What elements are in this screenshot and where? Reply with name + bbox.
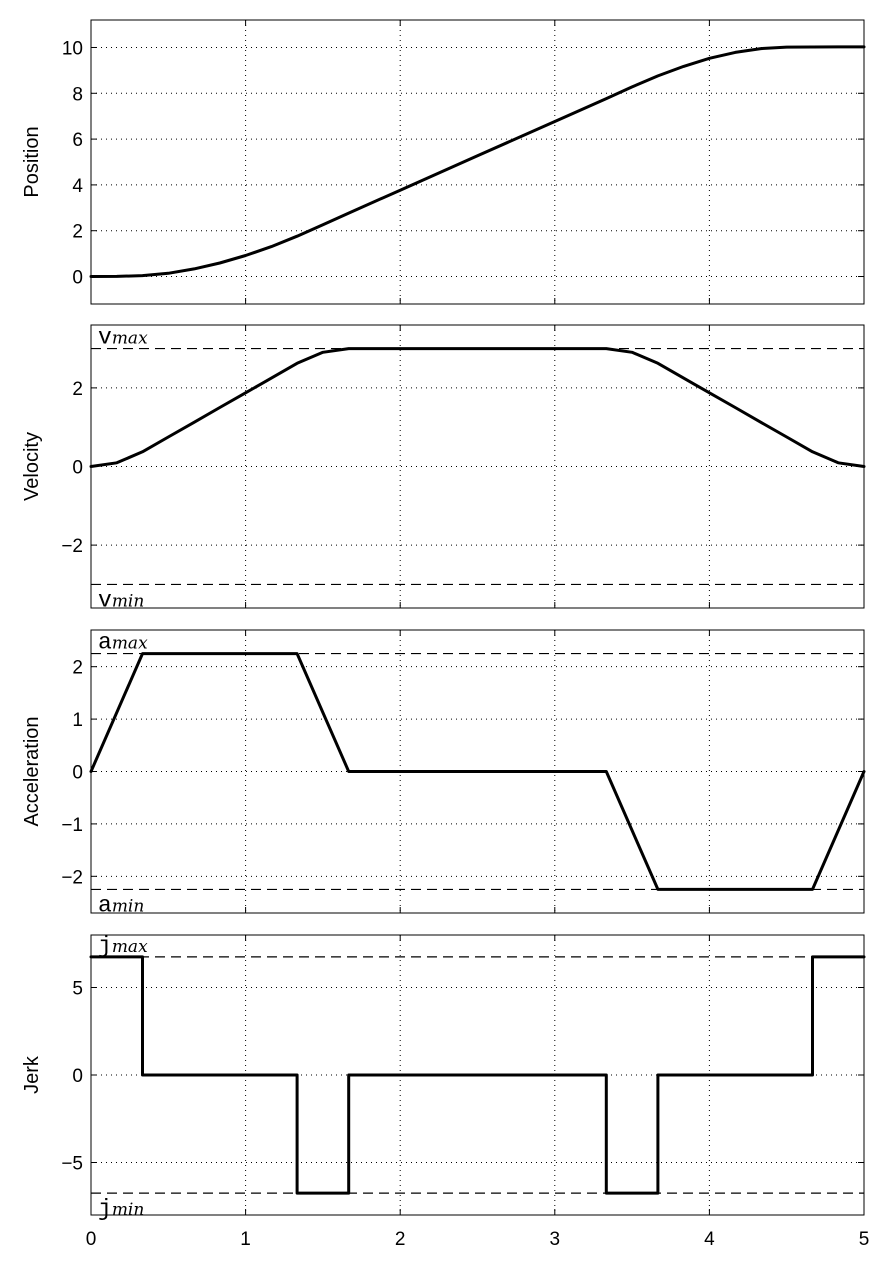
position-series-line xyxy=(89,45,866,278)
y-tick-label: 5 xyxy=(72,979,83,1000)
x-tick-label: 2 xyxy=(395,1229,406,1250)
x-tick-label: 1 xyxy=(240,1229,251,1250)
x-tick-label: 0 xyxy=(86,1229,97,1250)
y-axis-label: Velocity xyxy=(21,432,43,501)
x-tick-label: 4 xyxy=(704,1229,715,1250)
limit-label-max: jmax xyxy=(98,933,148,959)
x-tick-label: 3 xyxy=(550,1229,561,1250)
position-panel: 0 2 4 6 8 10 Position xyxy=(21,19,866,305)
y-axis-label: Acceleration xyxy=(21,716,43,826)
y-axis-label: Jerk xyxy=(21,1055,43,1094)
axes-frame xyxy=(90,19,865,305)
limit-label-min: jmin xyxy=(98,1196,144,1222)
jerk-series-line xyxy=(89,955,866,1195)
y-tick-label: 0 xyxy=(72,763,83,784)
velocity-series-line xyxy=(89,347,866,468)
y-tick-label: 8 xyxy=(72,84,83,105)
y-tick-label: −2 xyxy=(61,867,83,888)
acceleration-panel: amax amin −2 −1 0 1 2 Acceleration xyxy=(21,629,866,918)
y-tick-label: −5 xyxy=(61,1154,83,1175)
y-tick-label: −1 xyxy=(61,815,83,836)
y-tick-label: 2 xyxy=(72,222,83,243)
y-tick-label: 0 xyxy=(72,268,83,289)
y-tick-label: 1 xyxy=(72,710,83,731)
limit-label-min: vmin xyxy=(98,587,144,613)
y-tick-label: 0 xyxy=(72,1066,83,1087)
acceleration-series-line xyxy=(89,652,866,891)
y-tick-label: 6 xyxy=(72,130,83,151)
jerk-panel: jmax jmin −5 0 5 0 1 2 3 4 5 Jerk xyxy=(21,933,869,1250)
limit-label-min: amin xyxy=(98,892,144,918)
y-tick-label: 2 xyxy=(72,379,83,400)
y-axis-label: Position xyxy=(21,126,43,197)
y-tick-label: −2 xyxy=(61,536,83,557)
y-tick-label: 2 xyxy=(72,658,83,679)
limit-label-max: amax xyxy=(98,630,148,656)
y-tick-label: 4 xyxy=(72,176,83,197)
velocity-panel: vmax vmin −2 0 2 Velocity xyxy=(21,324,866,613)
limit-label-max: vmax xyxy=(98,325,148,351)
y-tick-label: 10 xyxy=(62,38,83,59)
x-tick-label: 5 xyxy=(859,1229,870,1250)
y-tick-label: 0 xyxy=(72,458,83,479)
